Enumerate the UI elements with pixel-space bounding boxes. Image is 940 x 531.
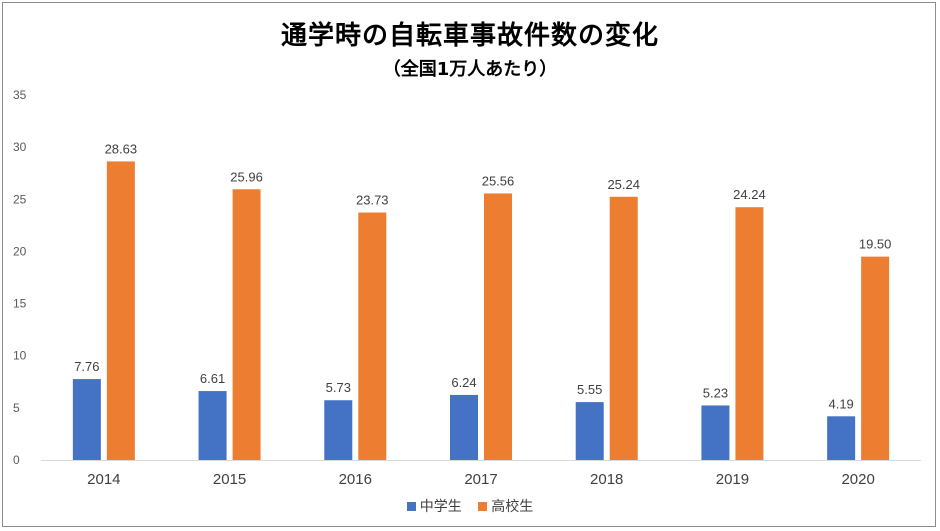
data-label-junior-high: 6.61	[200, 371, 225, 386]
bar-high-school	[484, 193, 512, 460]
chart-subtitle: （全国1万人あたり）	[382, 59, 558, 80]
legend-swatch-junior-high	[406, 501, 416, 511]
x-tick-label: 2019	[716, 471, 749, 488]
y-tick-label: 10	[13, 349, 27, 363]
y-tick-label: 5	[13, 401, 20, 415]
bar-high-school	[106, 161, 135, 460]
bar-high-school	[358, 212, 387, 460]
y-tick-label: 30	[13, 140, 27, 154]
data-label-junior-high: 5.73	[326, 380, 351, 395]
legend-label-high-school: 高校生	[491, 499, 534, 515]
data-label-high-school: 23.73	[356, 193, 389, 208]
y-tick-label: 0	[13, 453, 20, 467]
x-tick-label: 2017	[464, 471, 497, 488]
legend-item-junior-high: 中学生	[406, 496, 462, 516]
legend-swatch-high-school	[478, 501, 488, 511]
bar-junior-high	[827, 416, 856, 460]
data-label-junior-high: 5.55	[577, 382, 602, 397]
data-label-junior-high: 4.19	[828, 396, 853, 411]
y-tick-label: 20	[13, 244, 27, 258]
data-label-high-school: 24.24	[733, 187, 766, 202]
x-tick-label: 2018	[590, 471, 623, 488]
data-label-high-school: 28.63	[105, 141, 138, 156]
bar-high-school	[609, 196, 638, 461]
bar-junior-high	[450, 394, 478, 460]
x-tick-label: 2014	[87, 471, 120, 488]
y-tick-label: 35	[13, 88, 27, 102]
bar-junior-high	[701, 405, 730, 460]
bar-junior-high	[72, 379, 101, 460]
data-label-high-school: 25.96	[230, 169, 263, 184]
data-label-high-school: 25.56	[482, 173, 515, 188]
legend: 中学生 高校生	[3, 496, 937, 516]
legend-item-high-school: 高校生	[478, 496, 533, 516]
chart-title: 通学時の自転車事故件数の変化	[280, 21, 659, 51]
data-label-junior-high: 5.23	[703, 385, 728, 400]
x-tick-label: 2020	[841, 471, 874, 488]
bar-high-school	[232, 189, 261, 460]
data-label-junior-high: 7.76	[74, 359, 99, 374]
data-label-junior-high: 6.24	[451, 375, 476, 390]
bar-high-school	[861, 256, 890, 460]
legend-label-junior-high: 中学生	[419, 499, 462, 515]
bar-junior-high	[575, 402, 604, 460]
data-label-high-school: 25.24	[607, 177, 640, 192]
data-label-high-school: 19.50	[859, 237, 892, 252]
y-tick-label: 15	[13, 297, 27, 311]
bar-junior-high	[324, 400, 353, 460]
x-tick-label: 2015	[213, 471, 246, 488]
bar-junior-high	[198, 391, 227, 460]
x-tick-label: 2016	[339, 471, 372, 488]
bar-high-school	[735, 207, 764, 460]
y-tick-label: 25	[13, 192, 27, 206]
bar-chart: 0 5 10 15 20 25 30 35 7.76 28.63 2014 6.61 25.96 2015…	[13, 88, 921, 488]
